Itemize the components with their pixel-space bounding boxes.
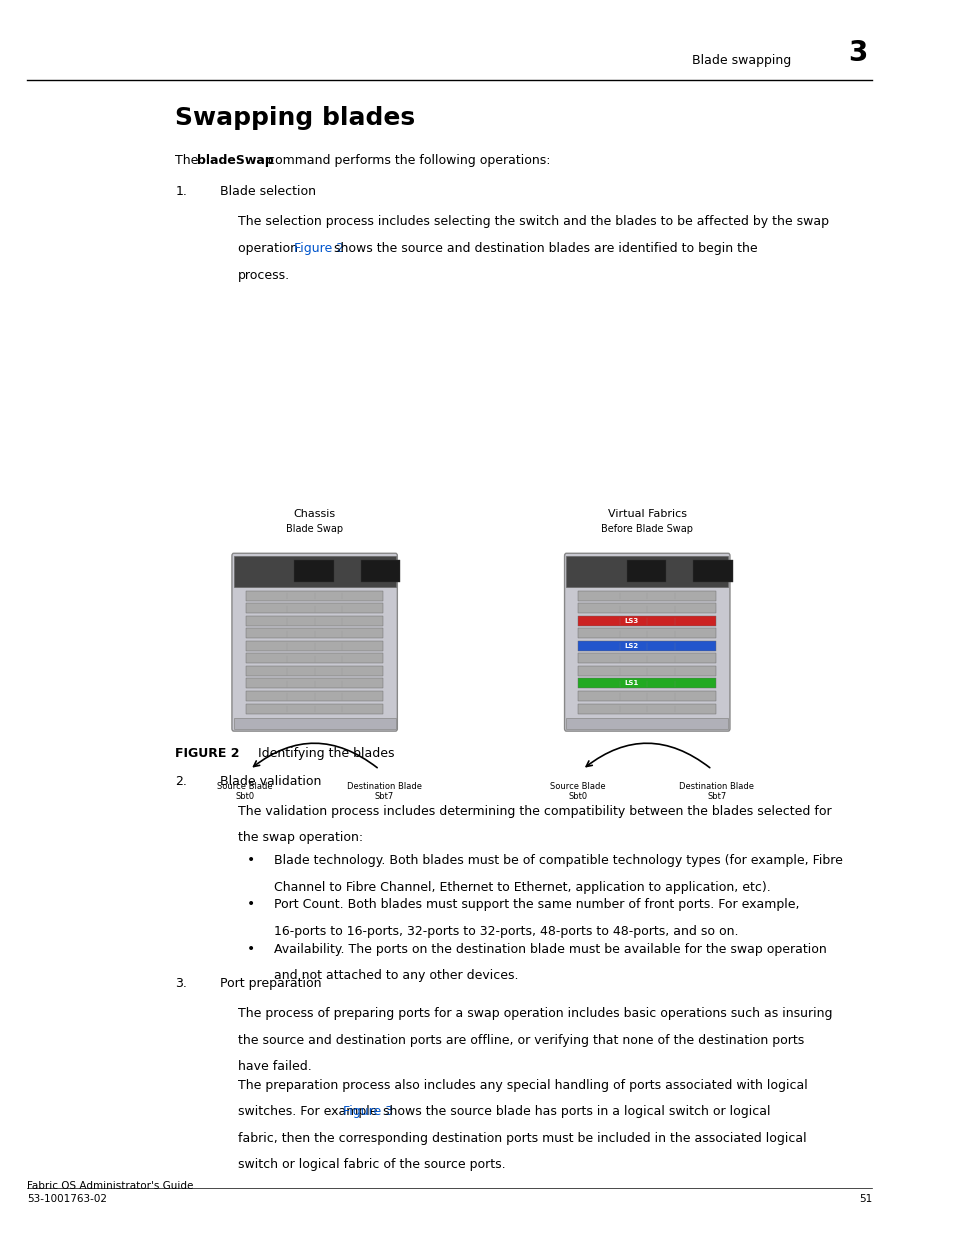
Bar: [578, 678, 716, 688]
Text: 3: 3: [847, 38, 866, 67]
Bar: [566, 719, 727, 729]
Bar: [246, 704, 383, 714]
Bar: [294, 561, 334, 582]
Text: •: •: [247, 942, 255, 956]
Text: The: The: [175, 153, 202, 167]
Text: Source Blade
Sbt0: Source Blade Sbt0: [549, 782, 605, 802]
Bar: [693, 561, 732, 582]
Text: Blade technology. Both blades must be of compatible technology types (for exampl: Blade technology. Both blades must be of…: [274, 853, 842, 867]
FancyBboxPatch shape: [232, 553, 397, 731]
Bar: [246, 690, 383, 701]
Text: Virtual Fabrics: Virtual Fabrics: [607, 509, 686, 519]
Text: 2.: 2.: [175, 774, 187, 788]
Text: The selection process includes selecting the switch and the blades to be affecte: The selection process includes selecting…: [238, 215, 828, 228]
Text: LS3: LS3: [623, 618, 638, 624]
Text: Blade selection: Blade selection: [220, 184, 315, 198]
Text: Before Blade Swap: Before Blade Swap: [600, 524, 693, 534]
Text: 3.: 3.: [175, 977, 187, 990]
Text: Blade validation: Blade validation: [220, 774, 321, 788]
Bar: [246, 641, 383, 651]
Text: Blade swapping: Blade swapping: [691, 53, 790, 67]
Text: Port preparation: Port preparation: [220, 977, 321, 990]
Text: Fabric OS Administrator's Guide
53-1001763-02: Fabric OS Administrator's Guide 53-10017…: [27, 1181, 193, 1204]
Text: command performs the following operations:: command performs the following operation…: [264, 153, 550, 167]
Bar: [578, 704, 716, 714]
Text: The preparation process also includes any special handling of ports associated w: The preparation process also includes an…: [238, 1078, 807, 1092]
Text: process.: process.: [238, 268, 290, 282]
Bar: [566, 556, 727, 587]
Text: Source Blade
Sbt0: Source Blade Sbt0: [217, 782, 273, 802]
Bar: [578, 603, 716, 614]
Text: fabric, then the corresponding destination ports must be included in the associa: fabric, then the corresponding destinati…: [238, 1131, 806, 1145]
Text: FIGURE 2: FIGURE 2: [175, 746, 239, 760]
Text: shows the source and destination blades are identified to begin the: shows the source and destination blades …: [330, 242, 757, 256]
Bar: [246, 666, 383, 676]
Bar: [233, 556, 395, 587]
Text: LS1: LS1: [623, 680, 638, 687]
Text: Channel to Fibre Channel, Ethernet to Ethernet, application to application, etc): Channel to Fibre Channel, Ethernet to Et…: [274, 881, 770, 894]
Bar: [578, 629, 716, 638]
Text: Blade Swap: Blade Swap: [286, 524, 343, 534]
Text: The process of preparing ports for a swap operation includes basic operations su: The process of preparing ports for a swa…: [238, 1007, 832, 1020]
Bar: [246, 616, 383, 626]
Bar: [246, 653, 383, 663]
Text: and not attached to any other devices.: and not attached to any other devices.: [274, 969, 518, 983]
Text: 16-ports to 16-ports, 32-ports to 32-ports, 48-ports to 48-ports, and so on.: 16-ports to 16-ports, 32-ports to 32-por…: [274, 925, 738, 939]
Text: the source and destination ports are offline, or verifying that none of the dest: the source and destination ports are off…: [238, 1034, 803, 1047]
Text: the swap operation:: the swap operation:: [238, 831, 363, 845]
FancyBboxPatch shape: [564, 553, 729, 731]
Text: shows the source blade has ports in a logical switch or logical: shows the source blade has ports in a lo…: [379, 1105, 770, 1119]
Text: Swapping blades: Swapping blades: [175, 106, 415, 130]
Bar: [578, 666, 716, 676]
Text: Identifying the blades: Identifying the blades: [257, 746, 395, 760]
Bar: [246, 603, 383, 614]
Text: bladeSwap: bladeSwap: [196, 153, 274, 167]
Text: •: •: [247, 898, 255, 911]
Text: 51: 51: [858, 1194, 871, 1204]
Text: LS2: LS2: [623, 642, 638, 648]
Bar: [246, 590, 383, 600]
Text: switch or logical fabric of the source ports.: switch or logical fabric of the source p…: [238, 1158, 505, 1171]
Text: Port Count. Both blades must support the same number of front ports. For example: Port Count. Both blades must support the…: [274, 898, 799, 911]
Bar: [360, 561, 400, 582]
Text: •: •: [247, 853, 255, 867]
Text: 1.: 1.: [175, 184, 187, 198]
Bar: [578, 590, 716, 600]
Text: have failed.: have failed.: [238, 1060, 312, 1073]
Bar: [246, 678, 383, 688]
Text: The validation process includes determining the compatibility between the blades: The validation process includes determin…: [238, 804, 831, 818]
Text: switches. For example: switches. For example: [238, 1105, 381, 1119]
Bar: [246, 629, 383, 638]
Text: Destination Blade
Sbt7: Destination Blade Sbt7: [679, 782, 754, 802]
Text: Figure 3: Figure 3: [343, 1105, 394, 1119]
Bar: [578, 616, 716, 626]
Bar: [626, 561, 665, 582]
Text: operation.: operation.: [238, 242, 306, 256]
Text: Figure 2: Figure 2: [294, 242, 344, 256]
Text: Destination Blade
Sbt7: Destination Blade Sbt7: [346, 782, 421, 802]
Bar: [578, 690, 716, 701]
Bar: [578, 653, 716, 663]
Text: Chassis: Chassis: [294, 509, 335, 519]
Bar: [233, 719, 395, 729]
Bar: [578, 641, 716, 651]
Text: Availability. The ports on the destination blade must be available for the swap : Availability. The ports on the destinati…: [274, 942, 826, 956]
